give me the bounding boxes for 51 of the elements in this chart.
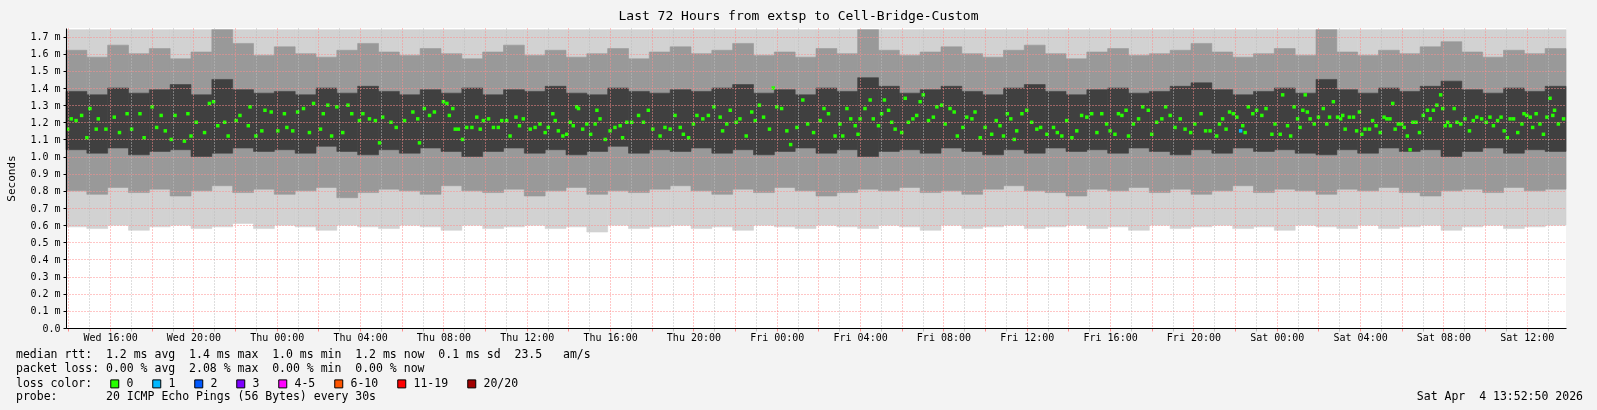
text: median rtt: 1.2 ms avg 1.4 ms max 1.0 ms min 1.2 ms now 0.1 ms sd 23.5 am/s <box>16 346 591 361</box>
y-tick-label: 1.6 m <box>30 48 61 60</box>
text: packet loss: 0.00 % avg 2.08 % max 0.00 % min 0.00 % now <box>16 360 425 375</box>
y-tick-label: 1.2 m <box>30 116 61 128</box>
x-tick-label: Wed 16:00 <box>83 331 138 343</box>
x-tick-label: Sat 08:00 <box>1416 331 1472 343</box>
x-tick-label: Fri 04:00 <box>833 331 888 343</box>
x-tick-label: Sat 12:00 <box>1500 331 1555 343</box>
y-tick-label: 1.4 m <box>30 82 61 94</box>
x-tick-label: Fri 08:00 <box>916 331 972 343</box>
legend-label: 3 <box>252 375 260 390</box>
x-tick-label: Sat 00:00 <box>1250 331 1305 343</box>
y-tick-label: 0.6 m <box>30 219 61 231</box>
x-tick-label: Fri 20:00 <box>1166 331 1222 343</box>
text: probe: 20 ICMP Echo Pings (56 Bytes) every 30s <box>16 388 377 403</box>
y-tick-label: 0.4 m <box>30 253 61 265</box>
x-tick-label: Fri 12:00 <box>1000 331 1055 343</box>
legend-label: 0 <box>126 375 134 390</box>
y-tick-label: 1.3 m <box>30 99 61 111</box>
x-tick-label: Fri 00:00 <box>750 331 805 343</box>
chart-title: Last 72 Hours from extsp to Cell-Bridge-Custom <box>618 8 979 23</box>
y-tick-label: 0.1 m <box>30 305 61 317</box>
y-tick-label: 1.5 m <box>30 65 61 77</box>
legend-label: 6-10 <box>350 375 379 390</box>
legend-label: 2 <box>210 375 218 390</box>
legend-label: 4-5 <box>294 375 316 390</box>
x-tick-label: Thu 08:00 <box>416 331 472 343</box>
x-tick-label: Fri 16:00 <box>1083 331 1138 343</box>
y-tick-label: 0.3 m <box>30 271 61 283</box>
y-tick-label: 1.7 m <box>30 31 61 43</box>
x-tick-label: Thu 00:00 <box>250 331 305 343</box>
y-tick-label: 1.1 m <box>30 133 61 145</box>
y-axis-title: Seconds <box>5 155 19 202</box>
x-tick-label: Thu 16:00 <box>583 331 638 343</box>
legend-label: 20/20 <box>483 375 519 390</box>
x-tick-label: Thu 12:00 <box>500 331 555 343</box>
x-tick-label: Sat 04:00 <box>1333 331 1388 343</box>
y-tick-label: 0.9 m <box>30 168 61 180</box>
text: Sat Apr 4 13:52:50 2026 <box>1416 388 1584 403</box>
y-tick-label: 0.2 m <box>30 288 61 300</box>
legend-label: 1 <box>168 375 176 390</box>
y-tick-label: 0.0 <box>42 322 61 334</box>
y-tick-label: 1.0 m <box>30 151 61 163</box>
x-tick-label: Thu 04:00 <box>333 331 388 343</box>
y-tick-label: 0.5 m <box>30 236 61 248</box>
legend-title: loss color: <box>16 376 93 390</box>
x-tick-label: Wed 20:00 <box>166 331 222 343</box>
x-tick-label: Thu 20:00 <box>666 331 722 343</box>
y-tick-label: 0.8 m <box>30 185 61 197</box>
legend-label: 11-19 <box>413 375 449 390</box>
y-tick-label: 0.7 m <box>30 202 61 214</box>
